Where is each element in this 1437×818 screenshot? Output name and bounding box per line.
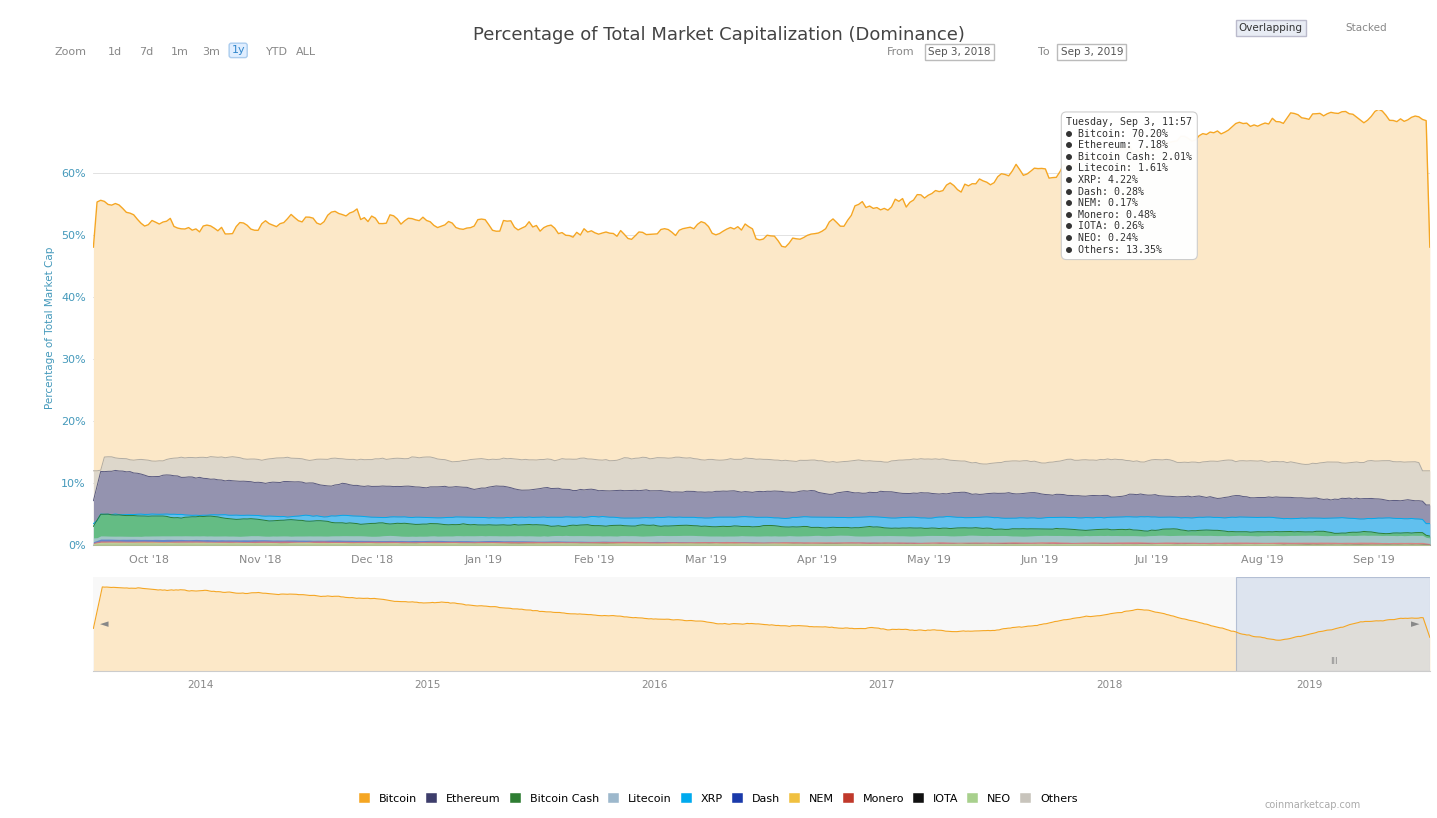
Text: To: To [1038,47,1049,57]
Text: ALL: ALL [296,47,316,57]
Y-axis label: Percentage of Total Market Cap: Percentage of Total Market Cap [46,247,56,409]
Text: Sep 3, 2019: Sep 3, 2019 [1061,47,1122,57]
Text: 7d: 7d [139,47,154,57]
Text: 1m: 1m [171,47,188,57]
Text: Stacked: Stacked [1345,23,1387,33]
Text: YTD: YTD [266,47,287,57]
Bar [1236,577,1430,671]
Text: ◄: ◄ [101,619,109,629]
Text: Overlapping: Overlapping [1239,23,1303,33]
Text: Percentage of Total Market Capitalization (Dominance): Percentage of Total Market Capitalizatio… [473,26,964,44]
Text: Sep 3, 2018: Sep 3, 2018 [928,47,990,57]
Text: 1d: 1d [108,47,122,57]
Text: ►: ► [1411,619,1420,629]
Text: 1y: 1y [231,45,244,56]
Legend: Bitcoin, Ethereum, Bitcoin Cash, Litecoin, XRP, Dash, NEM, Monero, IOTA, NEO, Ot: Bitcoin, Ethereum, Bitcoin Cash, Litecoi… [355,789,1082,808]
Text: Zoom: Zoom [55,47,86,57]
Text: From: From [887,47,914,57]
Text: Tuesday, Sep 3, 11:57
● Bitcoin: 70.20%
● Ethereum: 7.18%
● Bitcoin Cash: 2.01%
: Tuesday, Sep 3, 11:57 ● Bitcoin: 70.20% … [1066,117,1193,254]
Text: coinmarketcap.com: coinmarketcap.com [1265,800,1361,810]
Text: 3m: 3m [203,47,220,57]
Text: III: III [1329,657,1338,666]
